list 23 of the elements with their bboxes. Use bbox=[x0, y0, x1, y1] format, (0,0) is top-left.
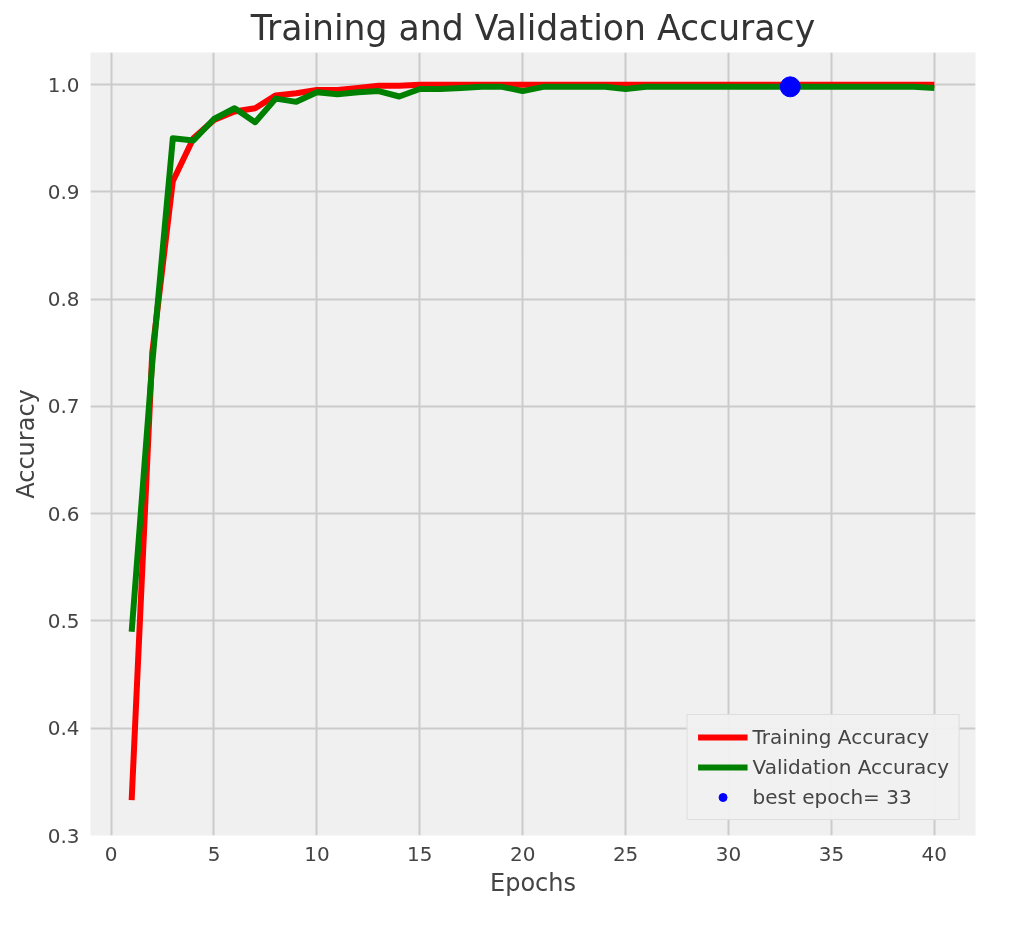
y-tick-label: 0.8 bbox=[47, 287, 80, 312]
x-tick-label: 15 bbox=[407, 841, 433, 866]
x-axis-title: Epochs bbox=[490, 868, 576, 897]
y-axis-title: Accuracy bbox=[11, 389, 40, 499]
legend-label: best epoch= 33 bbox=[752, 785, 912, 809]
y-tick-label: 0.9 bbox=[47, 179, 80, 204]
chart-title: Training and Validation Accuracy bbox=[249, 7, 816, 48]
x-tick-label: 40 bbox=[921, 841, 948, 866]
x-tick-label: 5 bbox=[207, 841, 221, 866]
x-tick-label: 25 bbox=[612, 841, 639, 866]
y-tick-label: 0.4 bbox=[47, 716, 80, 741]
x-tick-label: 35 bbox=[818, 841, 845, 866]
y-tick-label: 1.0 bbox=[47, 72, 80, 97]
y-tick-label: 0.3 bbox=[47, 823, 80, 848]
x-tick-label: 20 bbox=[509, 841, 536, 866]
legend-label: Validation Accuracy bbox=[752, 755, 949, 779]
legend-label: Training Accuracy bbox=[752, 725, 930, 749]
x-tick-label: 30 bbox=[715, 841, 742, 866]
y-tick-label: 0.5 bbox=[47, 608, 80, 633]
y-tick-label: 0.7 bbox=[47, 394, 80, 419]
x-tick-label: 10 bbox=[304, 841, 330, 866]
y-tick-label: 0.6 bbox=[47, 501, 80, 526]
x-tick-label: 0 bbox=[104, 841, 118, 866]
